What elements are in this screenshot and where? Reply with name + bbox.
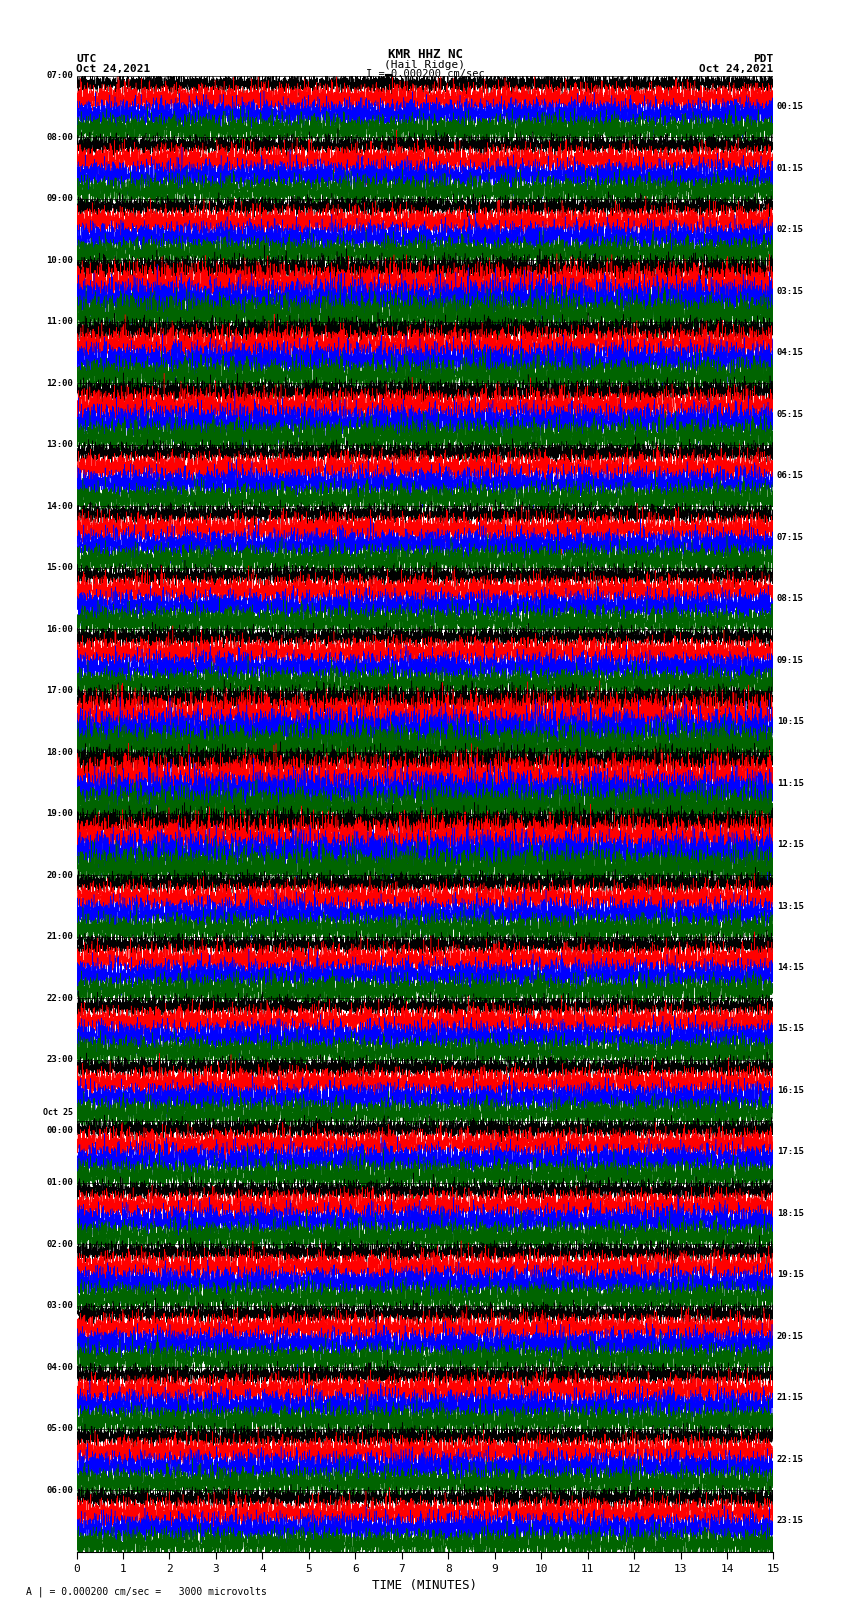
Text: 00:00: 00:00 (46, 1126, 73, 1134)
Text: 19:15: 19:15 (777, 1271, 804, 1279)
Text: 15:15: 15:15 (777, 1024, 804, 1034)
Text: 18:15: 18:15 (777, 1210, 804, 1218)
Text: 01:15: 01:15 (777, 163, 804, 173)
Text: 10:15: 10:15 (777, 718, 804, 726)
Text: Oct 24,2021: Oct 24,2021 (76, 65, 150, 74)
Text: 10:00: 10:00 (46, 256, 73, 265)
Text: 16:15: 16:15 (777, 1086, 804, 1095)
Text: 02:00: 02:00 (46, 1240, 73, 1248)
Text: 21:00: 21:00 (46, 932, 73, 942)
Text: 16:00: 16:00 (46, 624, 73, 634)
Text: (Hail Ridge): (Hail Ridge) (384, 60, 466, 71)
Text: 13:15: 13:15 (777, 902, 804, 910)
Text: 12:15: 12:15 (777, 840, 804, 848)
Text: UTC: UTC (76, 53, 97, 65)
Text: 08:15: 08:15 (777, 594, 804, 603)
Text: 18:00: 18:00 (46, 748, 73, 756)
Text: 14:00: 14:00 (46, 502, 73, 511)
Text: I = 0.000200 cm/sec: I = 0.000200 cm/sec (366, 69, 484, 79)
Text: 23:00: 23:00 (46, 1055, 73, 1065)
Text: 20:00: 20:00 (46, 871, 73, 879)
Text: 05:15: 05:15 (777, 410, 804, 418)
Text: 03:15: 03:15 (777, 287, 804, 295)
Text: 09:00: 09:00 (46, 194, 73, 203)
Text: 02:15: 02:15 (777, 226, 804, 234)
Text: 19:00: 19:00 (46, 810, 73, 818)
Text: 04:00: 04:00 (46, 1363, 73, 1371)
Text: 09:15: 09:15 (777, 655, 804, 665)
Text: 21:15: 21:15 (777, 1394, 804, 1402)
Text: 07:15: 07:15 (777, 532, 804, 542)
Text: 05:00: 05:00 (46, 1424, 73, 1434)
Text: 14:15: 14:15 (777, 963, 804, 973)
Text: 01:00: 01:00 (46, 1177, 73, 1187)
Text: 04:15: 04:15 (777, 348, 804, 356)
Text: 11:00: 11:00 (46, 318, 73, 326)
Text: A | = 0.000200 cm/sec =   3000 microvolts: A | = 0.000200 cm/sec = 3000 microvolts (26, 1586, 266, 1597)
Text: 22:15: 22:15 (777, 1455, 804, 1465)
Text: 12:00: 12:00 (46, 379, 73, 387)
Text: Oct 24,2021: Oct 24,2021 (700, 65, 774, 74)
Text: PDT: PDT (753, 53, 774, 65)
Text: 03:00: 03:00 (46, 1302, 73, 1310)
Text: 17:00: 17:00 (46, 686, 73, 695)
Text: 06:00: 06:00 (46, 1486, 73, 1495)
Text: 11:15: 11:15 (777, 779, 804, 787)
Text: 20:15: 20:15 (777, 1332, 804, 1340)
Text: 17:15: 17:15 (777, 1147, 804, 1157)
Text: 08:00: 08:00 (46, 132, 73, 142)
Text: 07:00: 07:00 (46, 71, 73, 81)
Text: 06:15: 06:15 (777, 471, 804, 481)
Text: 22:00: 22:00 (46, 994, 73, 1003)
Text: Oct 25: Oct 25 (43, 1108, 73, 1116)
Text: KMR HHZ NC: KMR HHZ NC (388, 48, 462, 61)
X-axis label: TIME (MINUTES): TIME (MINUTES) (372, 1579, 478, 1592)
Text: 00:15: 00:15 (777, 102, 804, 111)
Text: 23:15: 23:15 (777, 1516, 804, 1526)
Text: 15:00: 15:00 (46, 563, 73, 573)
Text: 13:00: 13:00 (46, 440, 73, 450)
